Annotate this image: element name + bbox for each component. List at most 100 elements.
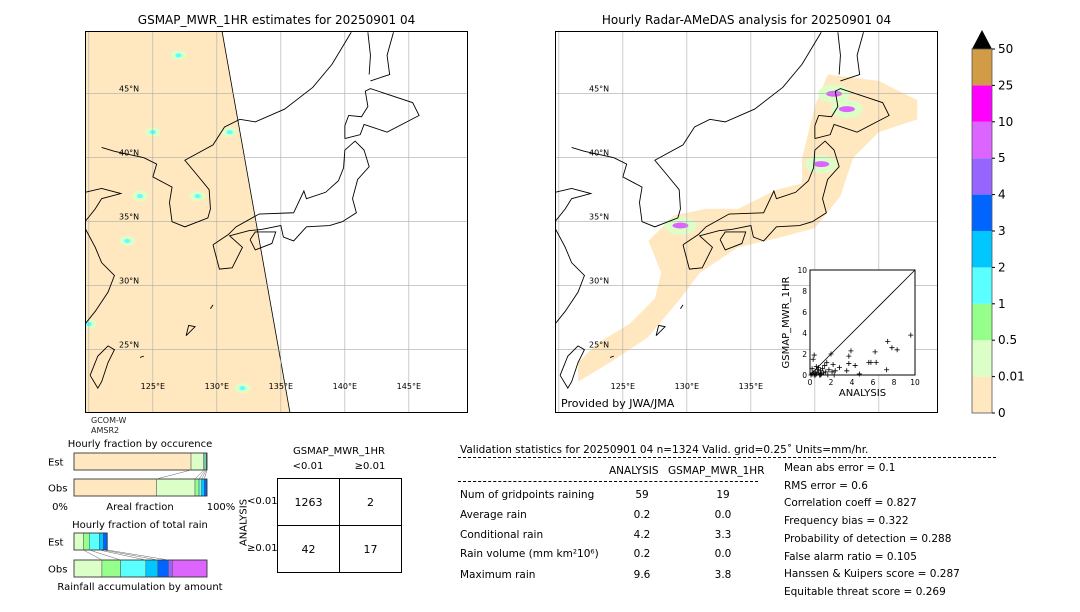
stats-gsmap: 0.0 [714,509,732,521]
coastline [212,140,370,270]
stats-col-gsmap: GSMAP_MWR_1HR [668,465,765,477]
score: False alarm ratio = 0.105 [784,550,917,563]
contingency-cell: 2 [339,478,402,526]
stats-label: Conditional rain [460,529,544,541]
lon-label: 130°E [205,382,229,391]
scatter-point [809,366,815,372]
coastline [344,88,420,139]
lon-label: 125°E [611,382,635,391]
colorbar-segment [972,376,992,413]
colorbar-tick-label: 50 [998,42,1013,56]
coastline [655,324,666,336]
stacked-segment-est [190,452,204,471]
contingency-col-label: ≥0.01 [354,461,386,472]
coastline [814,88,890,139]
colorbar-segment [972,194,992,231]
category-label: Est [48,538,64,549]
chart-title: Hourly fraction of total rain [72,520,208,531]
connector-line [204,469,208,480]
lon-label: 130°E [675,382,699,391]
connector-line [99,549,146,561]
scatter-point [831,372,837,378]
colorbar-segment [972,49,992,86]
stats-gsmap: 3.3 [714,529,732,541]
colorbar-segment [972,231,992,268]
stacked-segment-est [99,532,104,551]
map-frame [555,31,938,413]
connector-line [198,469,206,480]
lat-label: 40°N [119,149,139,158]
colorbar-tick-label: 25 [998,78,1013,92]
scatter-point [832,368,838,374]
bar-frame [73,478,208,497]
coastline [680,304,684,310]
scatter-point [813,364,819,370]
stats-label: Num of gridpoints raining [460,489,595,501]
score: Correlation coeff = 0.827 [784,497,917,510]
scatter-point [814,367,820,373]
lon-label: 135°E [739,382,763,391]
x-tick-label: 6 [871,378,876,387]
stats-analysis: 9.6 [633,569,651,581]
connector-line [89,549,121,561]
rain-core [239,386,246,391]
scatter-point [824,359,830,365]
stacked-segment-obs [73,478,157,497]
chart-title: Hourly fraction by occurence [68,439,212,450]
scatter-point [852,363,858,369]
lat-label: 45°N [589,85,609,94]
x-tick-label: 4 [850,378,855,387]
lat-label: 25°N [589,341,609,350]
scatter-point [836,365,842,371]
y-tick-label: 4 [802,329,807,338]
scatter-point [818,368,823,374]
colorbar-segment [972,85,992,122]
scatter-point [846,360,852,366]
scatter-point [885,338,891,344]
scatter-point [810,356,816,362]
scatter-point [813,371,819,377]
colorbar-tick-label: 0 [998,406,1006,420]
analysis-coverage [578,74,918,382]
connector-line [107,549,169,561]
scatter-point [829,369,835,375]
stats-label: Rain volume (mm km²10⁶) [460,548,599,560]
colorbar-tick-label: 0.01 [998,370,1025,384]
scatter-point [823,369,829,375]
score: Probability of detection = 0.288 [784,532,952,545]
y-tick-label: 8 [802,287,807,296]
contingency-cell: 1263 [277,478,340,526]
scatter-point [820,366,826,372]
coastline [139,355,145,358]
lat-label: 35°N [119,213,139,222]
scatter-point [848,348,854,354]
coastline [840,32,864,82]
contingency-title: GSMAP_MWR_1HR [293,446,385,457]
rain-core [226,130,233,135]
coastline [719,231,747,251]
stacked-segment-est [83,532,90,551]
scatter-point [819,371,825,377]
category-label: Est [48,458,64,469]
contingency-cell: 17 [339,525,402,573]
contingency-col-label: <0.01 [292,461,324,472]
scatter-point [830,362,836,367]
score: RMS error = 0.6 [784,479,868,492]
scatter-point [872,349,878,355]
category-label: Obs [48,484,67,495]
scatter-point [894,347,900,353]
x-tick-label: 0 [808,378,813,387]
x-tick-left: 0% [52,502,68,513]
x-tick-label: 2 [829,378,834,387]
x-tick-label: 10 [910,378,920,387]
scatter-point [889,345,895,351]
divider [458,481,758,482]
rain-core [838,106,855,113]
scatter-point [815,370,821,376]
stats-gsmap: 0.0 [714,548,732,560]
stats-header: Validation statistics for 20250901 04 n=… [460,444,869,456]
stacked-segment-obs [201,478,205,497]
lat-label: 45°N [119,85,139,94]
score: Mean abs error = 0.1 [784,462,896,474]
stacked-segment-obs [145,559,159,578]
